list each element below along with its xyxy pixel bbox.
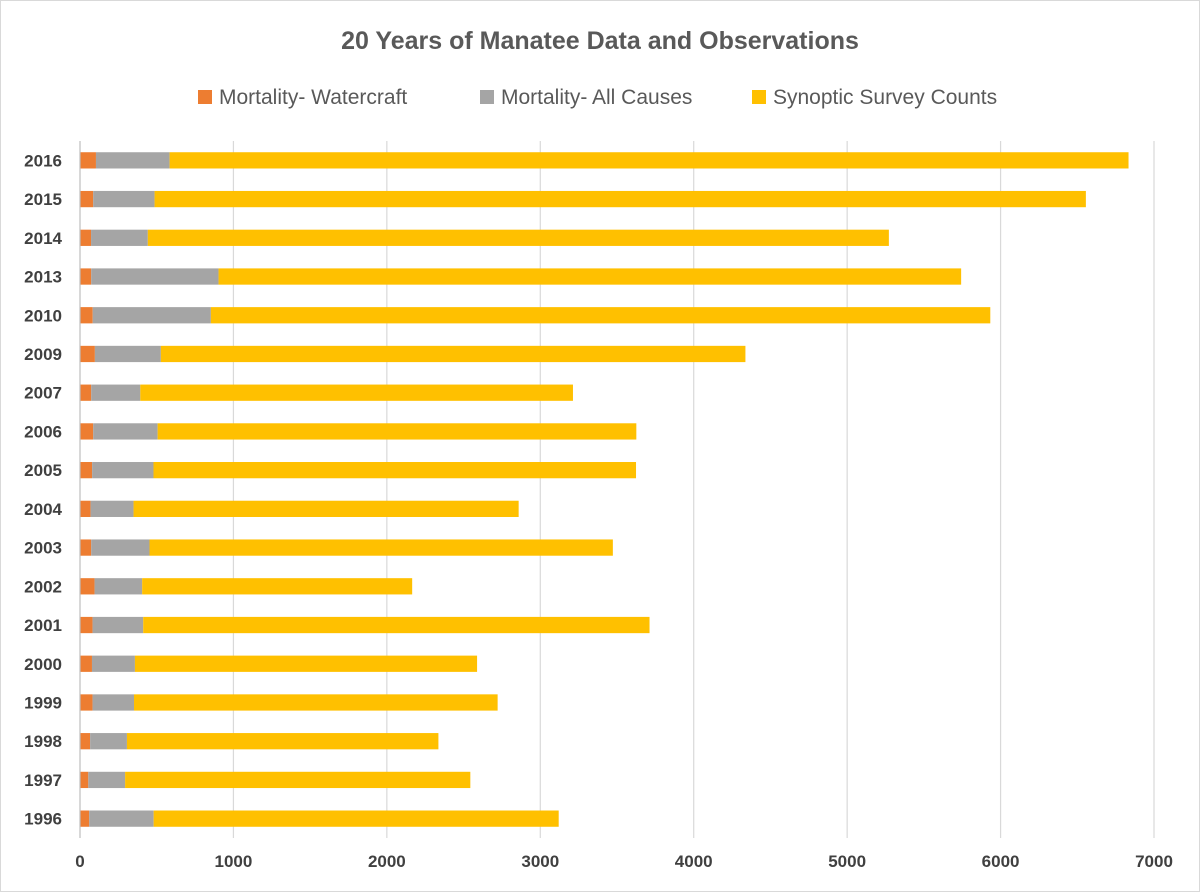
bar-segment-2-2010 xyxy=(92,307,211,324)
bar-segment-3-2010 xyxy=(210,307,991,324)
legend-label: Synoptic Survey Counts xyxy=(773,86,997,109)
bar-segment-3-2003 xyxy=(149,539,613,556)
bar-segment-2-2004 xyxy=(90,500,134,517)
bar-segment-1-2005 xyxy=(80,462,93,479)
x-tick-label: 1000 xyxy=(215,852,253,871)
legend-swatch xyxy=(480,90,494,104)
bar-segment-3-1998 xyxy=(126,733,439,750)
x-tick-label: 0 xyxy=(75,852,84,871)
bars xyxy=(80,152,1129,827)
bar-segment-3-1997 xyxy=(125,771,471,789)
bar-segment-3-2002 xyxy=(142,578,413,595)
bar-segment-1-2009 xyxy=(80,345,95,363)
bar-segment-1-2007 xyxy=(80,384,92,401)
bar-segment-2-2000 xyxy=(91,655,135,672)
bar-segment-3-2001 xyxy=(143,616,650,634)
bar-segment-3-1996 xyxy=(153,810,559,827)
bar-segment-2-2005 xyxy=(92,462,154,479)
y-tick-label: 2015 xyxy=(24,190,62,209)
chart-title: 20 Years of Manatee Data and Observation… xyxy=(341,27,859,55)
bar-segment-3-2015 xyxy=(154,190,1086,208)
bar-segment-3-2007 xyxy=(140,384,573,401)
bar-segment-3-2013 xyxy=(218,268,962,285)
x-tick-label: 7000 xyxy=(1135,852,1173,871)
bar-segment-3-2009 xyxy=(160,345,746,363)
y-tick-label: 1997 xyxy=(24,771,62,790)
bar-segment-2-2006 xyxy=(93,423,158,440)
legend-label: Mortality- Watercraft xyxy=(219,86,407,109)
bar-segment-2-1999 xyxy=(92,694,135,711)
bar-segment-2-2003 xyxy=(91,539,150,556)
bar-segment-3-2004 xyxy=(133,500,519,517)
bar-segment-1-2006 xyxy=(80,423,94,440)
y-tick-label: 2009 xyxy=(24,345,62,364)
y-tick-label: 2010 xyxy=(24,306,62,325)
y-tick-label: 2014 xyxy=(24,229,62,248)
y-tick-label: 2016 xyxy=(24,151,62,170)
y-tick-label: 2001 xyxy=(24,616,62,635)
bar-segment-2-1997 xyxy=(88,771,126,789)
bar-segment-3-2000 xyxy=(134,655,478,672)
y-tick-label: 2003 xyxy=(24,539,62,558)
bar-segment-1-2001 xyxy=(80,616,93,634)
bar-segment-2-2001 xyxy=(92,616,144,634)
legend: Mortality- Watercraft Mortality- All Caus… xyxy=(198,86,997,109)
bar-segment-2-2015 xyxy=(93,190,155,208)
bar-segment-1-2014 xyxy=(80,229,92,246)
bar-segment-2-2007 xyxy=(91,384,141,401)
bar-segment-1-2004 xyxy=(80,500,91,517)
y-tick-label: 2005 xyxy=(24,461,62,480)
bar-segment-1-2015 xyxy=(80,190,94,208)
bar-segment-3-2005 xyxy=(153,462,637,479)
bar-segment-3-2006 xyxy=(157,423,637,440)
bar-segment-3-1999 xyxy=(134,694,498,711)
y-tick-label: 2013 xyxy=(24,268,62,287)
grid xyxy=(232,141,1155,838)
y-tick-label: 2000 xyxy=(24,655,62,674)
bar-segment-1-2010 xyxy=(80,307,93,324)
bar-segment-1-1998 xyxy=(80,733,91,750)
y-axis: 2016 2015 2014 2013 2010 2009 2007 2006 2005 2004… xyxy=(24,141,81,838)
bar-segment-1-1997 xyxy=(80,771,89,789)
bar-segment-3-2016 xyxy=(169,152,1129,169)
y-tick-label: 2007 xyxy=(24,384,62,403)
bar-segment-2-1998 xyxy=(90,733,127,750)
bar-segment-2-2016 xyxy=(95,152,170,169)
bar-segment-1-2002 xyxy=(80,578,95,595)
bar-segment-1-1996 xyxy=(80,810,90,827)
legend-label: Mortality- All Causes xyxy=(501,86,692,109)
bar-segment-2-2002 xyxy=(94,578,143,595)
x-tick-label: 2000 xyxy=(368,852,406,871)
x-axis: 0 1000 2000 3000 4000 5000 6000 7000 xyxy=(75,852,1173,871)
bar-segment-2-2009 xyxy=(94,345,161,363)
bar-segment-1-1999 xyxy=(80,694,93,711)
bar-segment-2-2014 xyxy=(91,229,148,246)
bar-segment-1-2013 xyxy=(80,268,92,285)
bar-segment-1-2003 xyxy=(80,539,92,556)
legend-swatch xyxy=(198,90,212,104)
bar-segment-2-2013 xyxy=(91,268,219,285)
bar-segment-1-2016 xyxy=(80,152,96,169)
x-tick-label: 5000 xyxy=(828,852,866,871)
legend-swatch xyxy=(752,90,766,104)
y-tick-label: 2002 xyxy=(24,577,62,596)
x-tick-label: 6000 xyxy=(982,852,1020,871)
x-tick-label: 3000 xyxy=(521,852,559,871)
bar-segment-1-2000 xyxy=(80,655,92,672)
bar-segment-2-1996 xyxy=(89,810,154,827)
y-tick-label: 1999 xyxy=(24,693,62,712)
y-tick-label: 2004 xyxy=(24,500,62,519)
y-tick-label: 1996 xyxy=(24,810,62,829)
bar-segment-3-2014 xyxy=(147,229,889,246)
y-tick-label: 2006 xyxy=(24,422,62,441)
x-tick-label: 4000 xyxy=(675,852,713,871)
y-tick-label: 1998 xyxy=(24,732,62,751)
